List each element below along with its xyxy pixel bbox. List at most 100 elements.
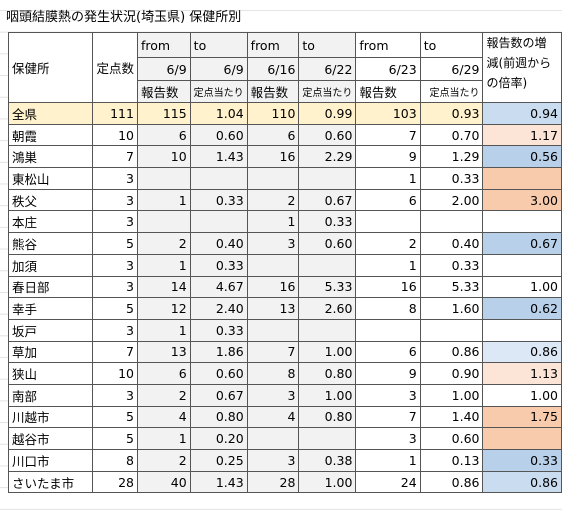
value-cell: 0.13 (419, 449, 484, 472)
table-row: 南部 3 2 0.67 3 1.00 3 1.00 1.00 (7, 383, 562, 407)
header-date: 6/23 (355, 57, 421, 81)
value-cell: 0.80 (298, 405, 357, 429)
value-cell (136, 210, 191, 234)
table-row: 秩父 3 1 0.33 2 0.67 6 2.00 3.00 (7, 188, 562, 212)
value-cell: 0.67 (298, 188, 357, 212)
value-cell: 7 (355, 123, 421, 147)
header-unit: 定点当たり (419, 80, 484, 103)
value-cell: 0.33 (419, 167, 484, 190)
header-unit: 報告数 (136, 80, 191, 103)
value-cell: 1.29 (419, 145, 484, 169)
value-cell: 0.40 (189, 232, 248, 255)
value-cell: 1.75 (482, 405, 562, 429)
value-cell: 111 (92, 102, 138, 125)
value-cell: 8 (246, 362, 300, 385)
value-cell: 2 (136, 383, 191, 407)
value-cell: 1.00 (298, 340, 357, 364)
value-cell: 3 (246, 232, 300, 255)
value-cell: 1 (136, 253, 191, 277)
value-cell: 3 (92, 383, 138, 407)
office-name: 春日部 (7, 275, 94, 299)
value-cell: 28 (92, 470, 138, 494)
value-cell: 0.60 (189, 362, 248, 385)
table-row: 草加 7 13 1.86 7 1.00 6 0.86 0.86 (7, 340, 562, 364)
value-cell: 3 (92, 188, 138, 212)
value-cell: 115 (136, 102, 191, 125)
header-unit: 報告数 (355, 80, 421, 103)
table-row: 6/9 6/9 6/16 6/22 6/23 6/29 (9, 57, 562, 81)
value-cell: 0.33 (419, 253, 484, 277)
value-cell: 1.40 (419, 405, 484, 429)
value-cell: 5 (92, 297, 138, 320)
value-cell: 2 (246, 188, 300, 212)
value-cell: 0.70 (419, 123, 484, 147)
value-cell: 9 (355, 145, 421, 169)
value-cell (355, 210, 421, 234)
value-cell (189, 167, 248, 190)
value-cell (246, 253, 300, 277)
header-cell: 定点数 (92, 32, 138, 103)
value-cell: 110 (246, 102, 300, 125)
table-row: 越谷市 5 1 0.20 3 0.60 (7, 427, 562, 450)
value-cell: 0.80 (189, 405, 248, 429)
value-cell (298, 318, 357, 342)
value-cell (136, 167, 191, 190)
value-cell: 1.00 (482, 383, 562, 407)
value-cell: 3 (92, 253, 138, 277)
table-row: 報告数 定点当たり 報告数 定点当たり 報告数 定点当たり (9, 80, 562, 103)
table-row: 本庄 3 1 0.33 (7, 210, 562, 234)
value-cell: 24 (355, 470, 421, 494)
header-unit: 定点当たり (189, 80, 248, 103)
value-cell: 8 (92, 449, 138, 472)
value-cell: 1 (355, 167, 421, 190)
office-name: 秩父 (7, 188, 94, 212)
office-name: 川口市 (7, 449, 94, 472)
table-row: 狭山 10 6 0.60 8 0.80 9 0.90 1.13 (7, 362, 562, 385)
office-name: 東松山 (7, 167, 94, 190)
header-cell: from (246, 32, 300, 58)
header-cell: to (298, 32, 357, 58)
value-cell: 8 (355, 297, 421, 320)
value-cell: 0.93 (419, 102, 484, 125)
value-cell: 10 (136, 145, 191, 169)
value-cell: 0.33 (189, 318, 248, 342)
value-cell: 3 (92, 275, 138, 299)
value-cell: 13 (136, 340, 191, 364)
office-name: 鴻巣 (7, 145, 94, 169)
value-cell: 6 (136, 362, 191, 385)
value-cell (298, 427, 357, 450)
value-cell: 1.00 (298, 470, 357, 494)
value-cell: 1.00 (298, 383, 357, 407)
value-cell: 6 (246, 123, 300, 147)
value-cell: 1.04 (189, 102, 248, 125)
value-cell: 0.33 (482, 449, 562, 472)
value-cell: 0.67 (482, 232, 562, 255)
header-cell: 保健所 (7, 32, 94, 103)
header-cell: from (136, 32, 191, 58)
value-cell: 1.17 (482, 123, 562, 147)
value-cell: 2.29 (298, 145, 357, 169)
office-name: 狭山 (7, 362, 94, 385)
value-cell: 2.60 (298, 297, 357, 320)
office-name: 全県 (7, 102, 94, 125)
value-cell: 1 (246, 210, 300, 234)
value-cell: 2 (355, 232, 421, 255)
value-cell (482, 167, 562, 190)
value-cell: 7 (246, 340, 300, 364)
header-cell: to (419, 32, 484, 58)
value-cell: 0.99 (298, 102, 357, 125)
value-cell (298, 253, 357, 277)
data-table: 保健所 定点数 from to from to from to 報告数の増減(前週からの倍率) 6… (7, 32, 562, 494)
value-cell: 103 (355, 102, 421, 125)
office-name: 南部 (7, 383, 94, 407)
header-date: 6/22 (298, 57, 357, 81)
value-cell (419, 318, 484, 342)
value-cell: 2.00 (419, 188, 484, 212)
value-cell: 6 (355, 340, 421, 364)
value-cell: 16 (246, 275, 300, 299)
value-cell: 0.60 (189, 123, 248, 147)
office-name: 川越市 (7, 405, 94, 429)
value-cell: 5.33 (298, 275, 357, 299)
value-cell: 0.90 (419, 362, 484, 385)
